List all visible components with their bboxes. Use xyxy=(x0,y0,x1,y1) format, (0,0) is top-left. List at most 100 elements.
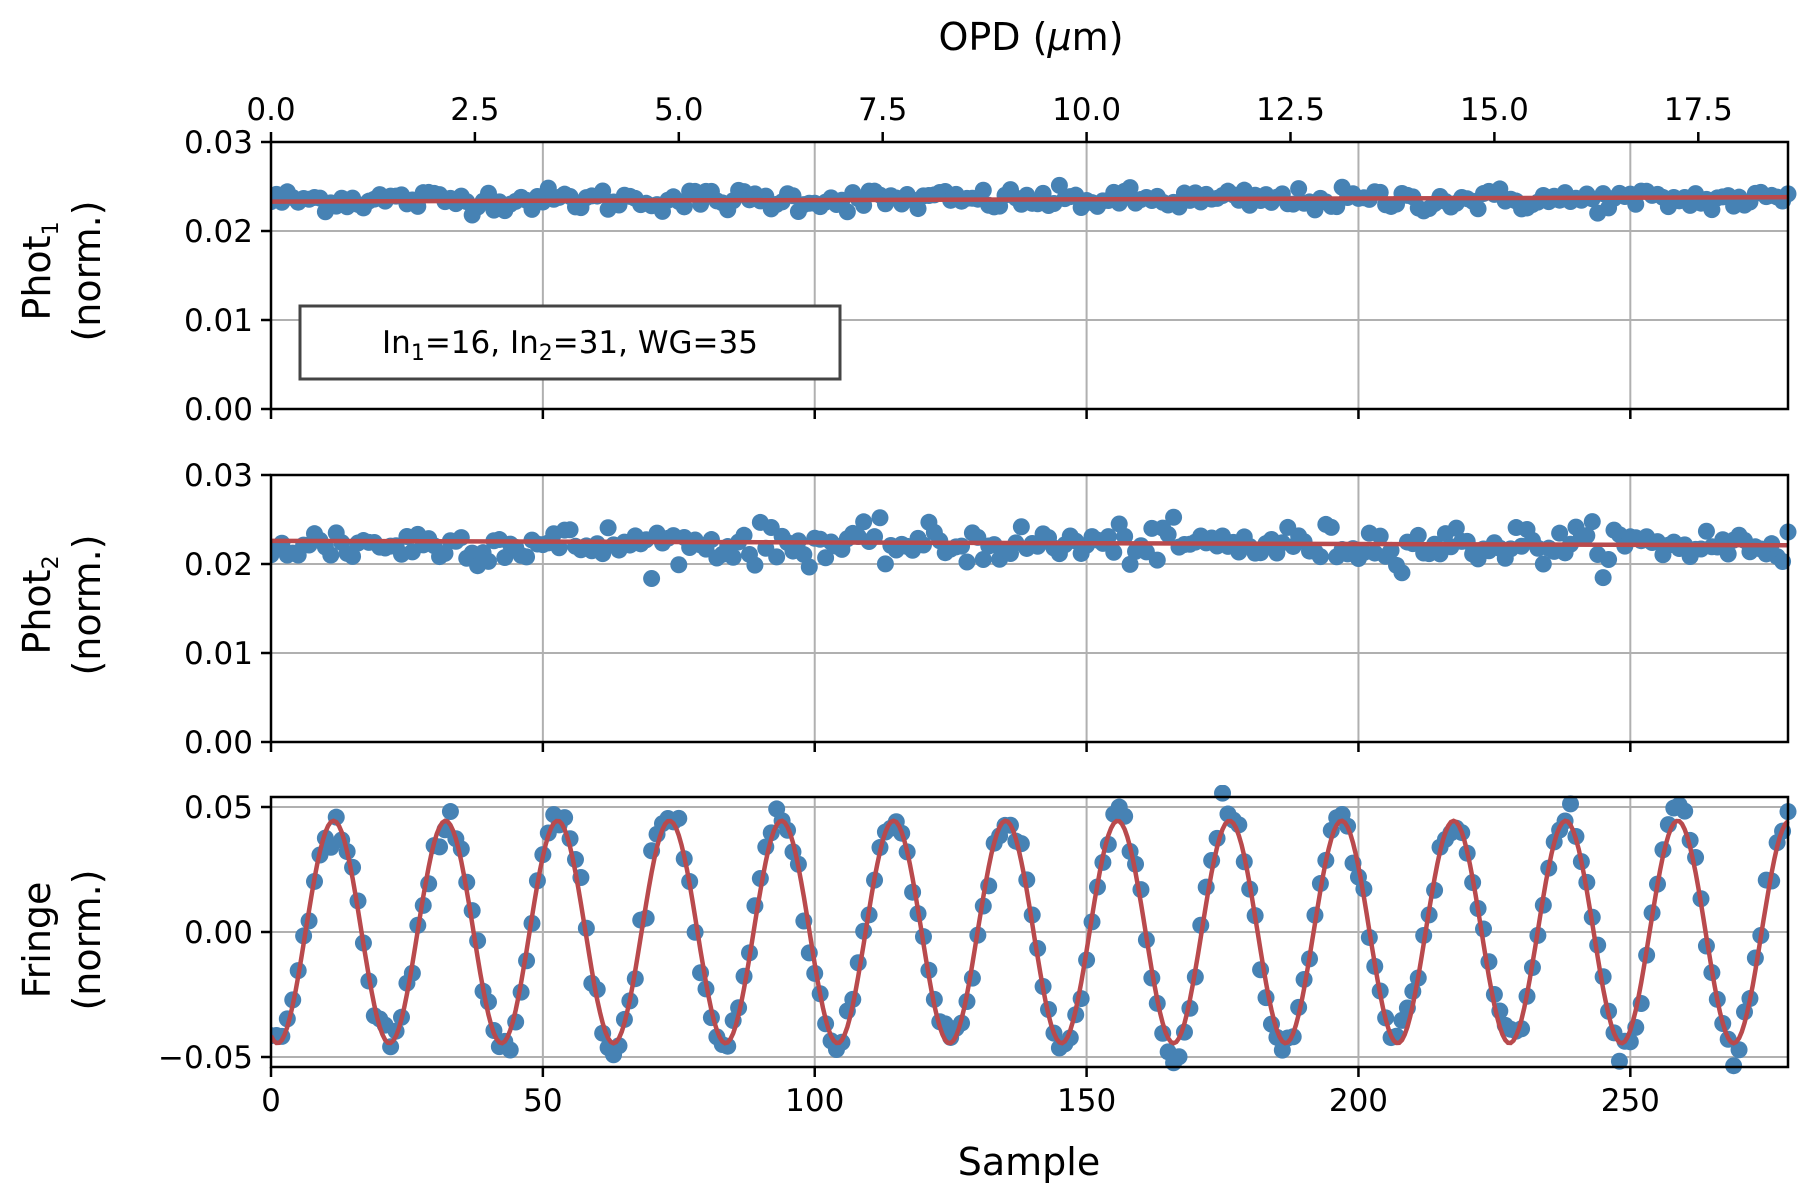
data-layer xyxy=(271,176,1797,1075)
data-point xyxy=(724,548,742,566)
y-tick-label: 0.00 xyxy=(184,392,253,428)
data-point xyxy=(1578,527,1596,545)
fit-line xyxy=(271,538,1789,548)
data-point xyxy=(855,513,873,531)
data-point xyxy=(909,200,927,218)
x-tick-label: 100 xyxy=(785,1083,844,1119)
x-tick-label: 250 xyxy=(1601,1083,1660,1119)
data-point xyxy=(1409,526,1427,544)
data-point xyxy=(441,803,459,821)
data-point xyxy=(643,569,661,587)
data-point xyxy=(746,556,764,574)
y-tick-label: 0.05 xyxy=(184,790,253,826)
top-tick-label: 17.5 xyxy=(1664,92,1733,128)
y-tick-label: 0.00 xyxy=(184,725,253,761)
data-point xyxy=(1676,802,1694,820)
data-point xyxy=(496,549,514,567)
data-point xyxy=(871,509,889,527)
data-point xyxy=(1371,527,1389,545)
ylabel-fringe: Fringe xyxy=(15,882,59,999)
data-point xyxy=(594,182,612,200)
data-point xyxy=(1583,513,1601,531)
data-point xyxy=(1610,1052,1628,1070)
data-point xyxy=(1105,543,1123,561)
y-tick-label: 0.03 xyxy=(184,125,253,161)
data-point xyxy=(974,551,992,569)
data-point xyxy=(1012,518,1030,536)
data-point xyxy=(1322,518,1340,536)
data-point xyxy=(1562,795,1580,813)
data-point xyxy=(1050,176,1068,194)
data-point xyxy=(1214,785,1232,802)
data-point xyxy=(1165,508,1183,526)
y-tick-label: 0.02 xyxy=(184,547,253,583)
data-point xyxy=(344,547,362,565)
data-point xyxy=(974,181,992,199)
x-tick-label: 200 xyxy=(1329,1083,1388,1119)
ticks-layer: 0.000.010.020.030.0 2.5 5.0 7.5 10.0 12.5 15.0… xyxy=(158,92,1733,1119)
panel-series-phot1 xyxy=(271,176,1797,224)
top-tick-label: 0.0 xyxy=(246,92,295,128)
data-point xyxy=(1159,525,1177,543)
data-point xyxy=(768,548,786,566)
ylabel-phot2-units: (norm.) xyxy=(65,534,109,675)
data-point xyxy=(1697,522,1715,540)
axes-frame-phot1 xyxy=(269,140,1790,411)
y-tick-label: 0.01 xyxy=(184,303,253,339)
data-point xyxy=(1121,179,1139,197)
top-tick-label: 5.0 xyxy=(654,92,703,128)
data-point xyxy=(1725,1057,1743,1075)
data-point xyxy=(876,555,894,573)
data-point xyxy=(1534,555,1552,573)
data-point xyxy=(1627,195,1645,213)
data-point xyxy=(518,548,536,566)
y-tick-label: 0.03 xyxy=(184,458,253,494)
data-point xyxy=(1148,551,1166,569)
axes-frames xyxy=(269,140,1790,1069)
top-tick-label: 15.0 xyxy=(1460,92,1529,128)
data-point xyxy=(501,1041,519,1059)
annotation-box: In1=16, In2=31, WG=35 xyxy=(298,304,842,381)
annotation-frame xyxy=(298,304,842,381)
data-point xyxy=(1121,555,1139,573)
data-point xyxy=(670,556,688,574)
y-tick-label: −0.05 xyxy=(158,1040,253,1076)
data-point xyxy=(1311,548,1329,566)
top-tick-label: 2.5 xyxy=(450,92,499,128)
x-tick-label: 0 xyxy=(261,1083,281,1119)
y-tick-label: 0.02 xyxy=(184,214,253,250)
y-tick-label: 0.01 xyxy=(184,636,253,672)
fit-line xyxy=(271,818,1790,1046)
ylabel-phot1-units: (norm.) xyxy=(65,200,109,341)
panel-series-fringe xyxy=(271,785,1797,1075)
data-point xyxy=(1116,527,1134,545)
annotation-text: In1=16, In2=31, WG=35 xyxy=(382,325,758,366)
data-point xyxy=(1170,1048,1188,1066)
data-point xyxy=(958,553,976,571)
grid-layer xyxy=(271,141,1788,1067)
ylabel-phot1: Phot1 xyxy=(15,221,64,320)
data-point xyxy=(1551,524,1569,542)
data-point xyxy=(1719,545,1737,563)
x-tick-label: 150 xyxy=(1057,1083,1116,1119)
data-point xyxy=(735,526,753,544)
data-point xyxy=(1099,528,1117,546)
x-axis-title: Sample xyxy=(958,1140,1100,1184)
axes-frame-phot2 xyxy=(269,473,1790,744)
data-point xyxy=(800,558,818,576)
data-point xyxy=(1730,1041,1748,1059)
data-point xyxy=(1290,180,1308,198)
data-point xyxy=(838,203,856,221)
top-tick-label: 10.0 xyxy=(1052,92,1121,128)
data-point xyxy=(322,546,340,564)
y-tick-label: 0.00 xyxy=(184,915,253,951)
top-tick-label: 7.5 xyxy=(858,92,907,128)
data-point xyxy=(561,521,579,539)
data-point xyxy=(1600,551,1618,569)
data-point xyxy=(479,552,497,570)
data-point xyxy=(1469,200,1487,218)
data-point xyxy=(953,537,971,555)
data-point xyxy=(817,549,835,567)
panel-series-phot2 xyxy=(271,508,1797,587)
